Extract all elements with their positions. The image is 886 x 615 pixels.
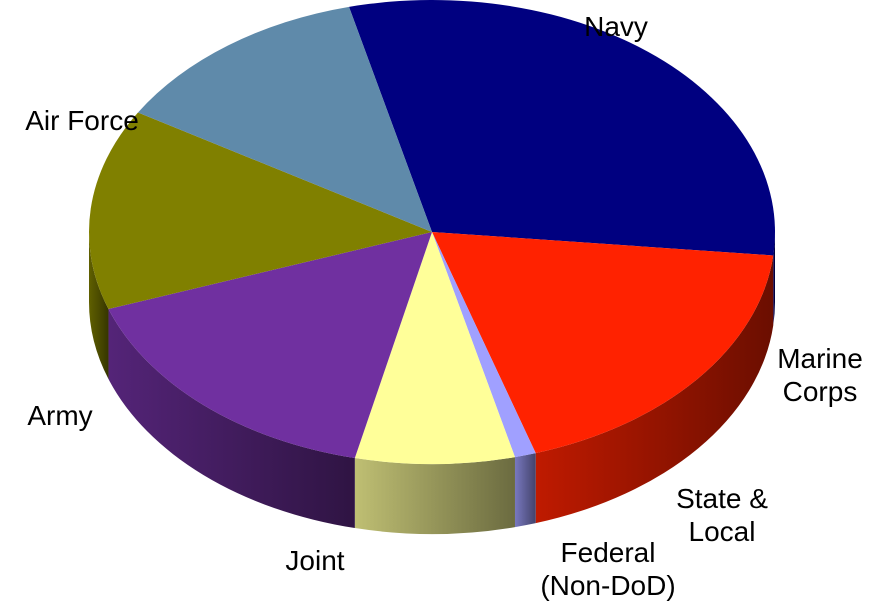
slice-federal-non-dod bbox=[354, 232, 515, 464]
slice-joint bbox=[108, 232, 433, 459]
slice-side-state-local bbox=[514, 453, 536, 528]
slice-state-local bbox=[432, 232, 536, 458]
slice-army bbox=[89, 112, 432, 310]
slice-label-federal-non-dod: Federal (Non-DoD) bbox=[540, 537, 675, 601]
slice-label-joint: Joint bbox=[285, 545, 344, 576]
slice-navy bbox=[349, 0, 775, 256]
slice-side-marine-corps bbox=[535, 255, 774, 524]
pie-side-layer bbox=[89, 232, 775, 534]
slice-side-joint bbox=[108, 309, 355, 529]
slice-label-air-force: Air Force bbox=[25, 105, 139, 136]
slice-side-army bbox=[89, 232, 109, 380]
slice-marine-corps bbox=[432, 232, 774, 454]
slice-side-federal-non-dod bbox=[354, 457, 515, 534]
slice-label-marine-corps: Marine Corps bbox=[777, 343, 863, 407]
slice-air-force bbox=[137, 6, 432, 233]
slice-label-army: Army bbox=[27, 400, 92, 431]
pie-top-layer bbox=[89, 0, 775, 464]
slice-label-state-local: State & Local bbox=[676, 483, 768, 547]
slice-label-navy: Navy bbox=[584, 11, 648, 42]
slice-side-navy bbox=[773, 232, 775, 326]
